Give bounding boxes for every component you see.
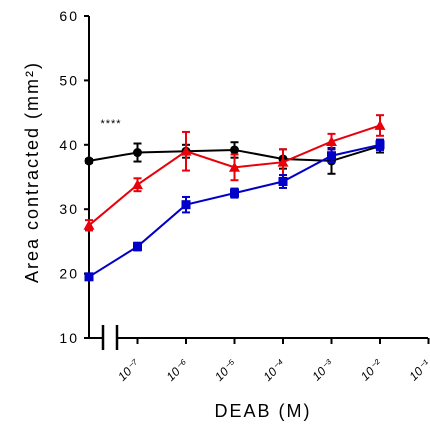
data-point bbox=[374, 119, 386, 130]
data-point bbox=[132, 179, 143, 190]
y-tick-label: 60 bbox=[59, 8, 79, 24]
data-point bbox=[327, 151, 336, 161]
data-point bbox=[230, 188, 239, 198]
y-tick-label: 30 bbox=[59, 201, 79, 217]
axes: 10 20 30 40 50 60 10⁻⁷ 10⁻⁶ 10⁻⁵ 10⁻⁴ 10⁻³ 10⁻² 10⁻¹ bbox=[59, 8, 430, 384]
y-tick-label: 20 bbox=[59, 266, 79, 282]
x-tick-label: 10⁻⁶ bbox=[163, 356, 190, 383]
data-point bbox=[229, 161, 240, 172]
data-point bbox=[277, 156, 289, 167]
data-point bbox=[84, 156, 94, 166]
y-tick-label: 40 bbox=[59, 137, 79, 153]
series bbox=[83, 114, 386, 232]
data-point bbox=[230, 145, 239, 155]
data-point bbox=[326, 136, 337, 146]
data-point bbox=[278, 177, 288, 187]
data-point bbox=[180, 145, 192, 156]
x-tick-label: 10⁻⁵ bbox=[212, 356, 239, 383]
x-tick-label: 10⁻³ bbox=[309, 356, 336, 383]
x-tick-label: 10⁻² bbox=[358, 356, 385, 383]
x-tick-label: 10⁻¹ bbox=[406, 357, 430, 384]
data-point bbox=[181, 200, 191, 210]
series-layer bbox=[83, 114, 386, 282]
data-point bbox=[84, 272, 94, 282]
data-point bbox=[133, 242, 142, 252]
y-axis-title: Area contracted (mm²) bbox=[22, 61, 42, 283]
x-tick-label: 10⁻⁴ bbox=[260, 356, 287, 383]
data-point bbox=[83, 219, 95, 230]
significance-annotation: **** bbox=[100, 118, 121, 130]
series bbox=[84, 138, 385, 282]
y-tick-label: 50 bbox=[59, 72, 79, 88]
data-point bbox=[375, 140, 385, 150]
x-axis-title: DEAB (M) bbox=[215, 401, 312, 421]
y-tick-label: 10 bbox=[59, 330, 79, 346]
x-tick-label: 10⁻⁷ bbox=[115, 356, 142, 383]
data-point bbox=[133, 148, 142, 158]
